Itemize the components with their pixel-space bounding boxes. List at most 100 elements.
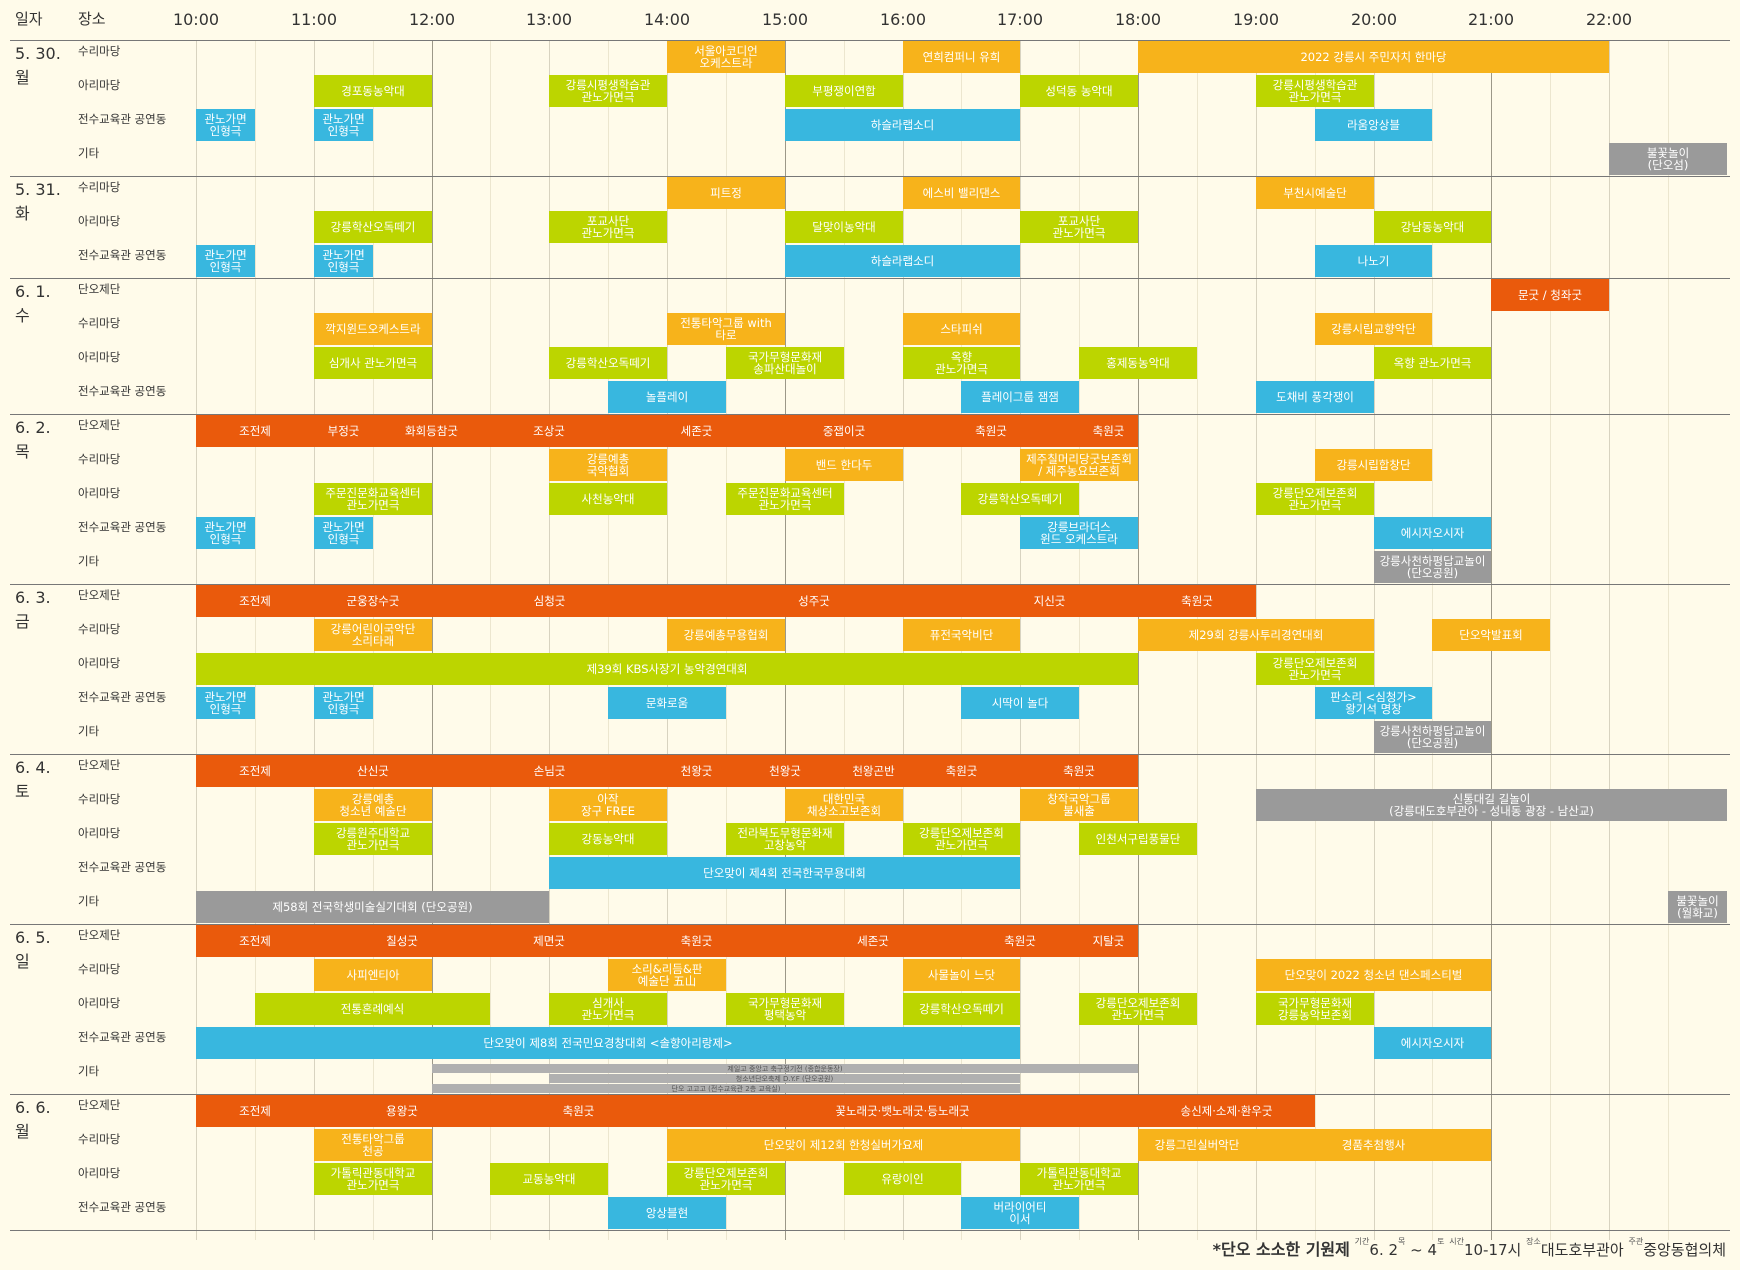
event-block[interactable]: 불꽃놀이 (월화교)	[1668, 891, 1727, 923]
event-block[interactable]: 주문진문화교육센터 관노가면극	[314, 483, 432, 515]
event-strip[interactable]: 단오 고고고 (전수교육관 2층 교육실)	[432, 1084, 1020, 1093]
event-block[interactable]: 성주굿	[667, 585, 961, 617]
event-block[interactable]: 조전제	[196, 585, 314, 617]
event-block[interactable]: 강릉학산오독떼기	[961, 483, 1079, 515]
event-block[interactable]: 제58회 전국학생미술실기대회 (단오공원)	[196, 891, 549, 923]
event-block[interactable]: 관노가면 인형극	[314, 687, 373, 719]
event-block[interactable]: 지탈굿	[1079, 925, 1138, 957]
event-block[interactable]: 제39회 KBS사장기 농악경연대회	[196, 653, 1138, 685]
event-block[interactable]: 창작국악그룹 불새출	[1020, 789, 1138, 821]
event-block[interactable]: 꽃노래굿·뱃노래굿·등노래굿	[667, 1095, 1138, 1127]
event-block[interactable]: 전통혼례예식	[255, 993, 490, 1025]
event-block[interactable]: 축원굿	[1079, 415, 1138, 447]
event-block[interactable]: 라움앙상블	[1315, 109, 1432, 141]
event-block[interactable]: 강릉시평생학습관 관노가면극	[1256, 75, 1374, 107]
event-block[interactable]: 강릉그린실버악단	[1138, 1129, 1256, 1161]
event-block[interactable]: 문화로움	[608, 687, 726, 719]
event-block[interactable]: 연희컴퍼니 유희	[903, 41, 1020, 73]
event-block[interactable]: 관노가면 인형극	[196, 517, 255, 549]
event-block[interactable]: 심청굿	[432, 585, 667, 617]
event-block[interactable]: 에시자오시자	[1374, 1027, 1491, 1059]
event-block[interactable]: 용왕굿	[314, 1095, 490, 1127]
event-block[interactable]: 부정굿	[314, 415, 373, 447]
event-block[interactable]: 달맞이농악대	[785, 211, 903, 243]
event-block[interactable]: 세존굿	[785, 925, 961, 957]
event-block[interactable]: 판소리 <심청가> 왕기석 명창	[1315, 687, 1432, 719]
event-block[interactable]: 축원굿	[961, 925, 1079, 957]
event-block[interactable]: 강릉단오제보존회 관노가면극	[1079, 993, 1197, 1025]
event-block[interactable]: 산신굿	[314, 755, 432, 787]
event-block[interactable]: 단오맞이 제12회 한청실버가요제	[667, 1129, 1020, 1161]
event-block[interactable]: 대한민국 채상소고보존회	[785, 789, 903, 821]
event-block[interactable]: 축원굿	[1020, 755, 1138, 787]
event-block[interactable]: 관노가면 인형극	[196, 245, 255, 277]
event-block[interactable]: 아작 장구 FREE	[549, 789, 667, 821]
event-block[interactable]: 깍지윈드오케스트라	[314, 313, 432, 345]
event-block[interactable]: 국가무형문화재 평택농악	[726, 993, 844, 1025]
event-block[interactable]: 강릉단오제보존회 관노가면극	[1256, 653, 1374, 685]
event-block[interactable]: 지신굿	[961, 585, 1138, 617]
event-block[interactable]: 심개사 관노가면극	[549, 993, 667, 1025]
event-block[interactable]: 칠성굿	[314, 925, 490, 957]
event-block[interactable]: 경포동농악대	[314, 75, 432, 107]
event-block[interactable]: 버라이어티 이서	[961, 1197, 1079, 1229]
event-block[interactable]: 강동농악대	[549, 823, 667, 855]
event-block[interactable]: 주문진문화교육센터 관노가면극	[726, 483, 844, 515]
event-block[interactable]: 강릉단오제보존회 관노가면극	[667, 1163, 785, 1195]
event-block[interactable]: 옥향 관노가면극	[903, 347, 1020, 379]
event-block[interactable]: 송신제·소제·환우굿	[1138, 1095, 1315, 1127]
event-block[interactable]: 하슬라랩소디	[785, 109, 1020, 141]
event-block[interactable]: 손님굿	[432, 755, 667, 787]
event-block[interactable]: 축원굿	[903, 415, 1079, 447]
event-block[interactable]: 강남동농악대	[1374, 211, 1491, 243]
event-block[interactable]: 유랑이인	[844, 1163, 961, 1195]
event-block[interactable]: 옥향 관노가면극	[1374, 347, 1491, 379]
event-block[interactable]: 중잽이굿	[785, 415, 903, 447]
event-block[interactable]: 교동농악대	[490, 1163, 608, 1195]
event-block[interactable]: 강릉단오제보존회 관노가면극	[903, 823, 1020, 855]
event-block[interactable]: 강릉시립교향악단	[1315, 313, 1432, 345]
event-block[interactable]: 단오악발표회	[1432, 619, 1550, 651]
event-block[interactable]: 강릉시평생학습관 관노가면극	[549, 75, 667, 107]
event-block[interactable]: 강릉단오제보존회 관노가면극	[1256, 483, 1374, 515]
event-block[interactable]: 군웅장수굿	[314, 585, 432, 617]
event-block[interactable]: 조전제	[196, 755, 314, 787]
event-strip[interactable]: 청소년단오축제 D.Y.F (단오공원)	[549, 1074, 1020, 1083]
event-block[interactable]: 피트정	[667, 177, 785, 209]
event-block[interactable]: 관노가면 인형극	[196, 109, 255, 141]
event-block[interactable]: 천왕굿	[726, 755, 844, 787]
event-block[interactable]: 제면굿	[490, 925, 608, 957]
event-block[interactable]: 축원굿	[903, 755, 1020, 787]
event-block[interactable]: 불꽃놀이 (단오섬)	[1609, 143, 1727, 175]
event-block[interactable]: 조상굿	[490, 415, 608, 447]
event-block[interactable]: 플레이그룹 잼잼	[961, 381, 1079, 413]
event-block[interactable]: 나노기	[1315, 245, 1432, 277]
event-block[interactable]: 심개사 관노가면극	[314, 347, 432, 379]
event-block[interactable]: 신통대길 길놀이 (강릉대도호부관아 - 성내동 광장 - 남산교)	[1256, 789, 1727, 821]
event-block[interactable]: 강릉학산오독떼기	[314, 211, 432, 243]
event-block[interactable]: 국가무형문화재 송파산대놀이	[726, 347, 844, 379]
event-block[interactable]: 강릉사천하평답교놀이 (단오공원)	[1374, 551, 1491, 583]
event-block[interactable]: 세존굿	[608, 415, 785, 447]
event-block[interactable]: 강릉학산오독떼기	[903, 993, 1020, 1025]
event-block[interactable]: 제29회 강릉사투리경연대회	[1138, 619, 1374, 651]
event-block[interactable]: 축원굿	[1138, 585, 1256, 617]
event-block[interactable]: 조전제	[196, 925, 314, 957]
event-block[interactable]: 단오맞이 2022 청소년 댄스페스티벌	[1256, 959, 1491, 991]
event-block[interactable]: 단오맞이 제4회 전국한국무용대회	[549, 857, 1020, 889]
event-block[interactable]: 제주칠머리당굿보존회 / 제주농요보존회	[1020, 449, 1138, 481]
event-block[interactable]: 사천농악대	[549, 483, 667, 515]
event-block[interactable]: 홍제동농악대	[1079, 347, 1197, 379]
event-block[interactable]: 강릉사천하평답교놀이 (단오공원)	[1374, 721, 1491, 753]
event-block[interactable]: 축원굿	[490, 1095, 667, 1127]
event-block[interactable]: 사피엔티아	[314, 959, 432, 991]
event-block[interactable]: 스타피쉬	[903, 313, 1020, 345]
event-block[interactable]: 관노가면 인형극	[314, 109, 373, 141]
event-block[interactable]: 앙상블현	[608, 1197, 726, 1229]
event-block[interactable]: 강릉예총 청소년 예술단	[314, 789, 432, 821]
event-block[interactable]: 부천시예술단	[1256, 177, 1374, 209]
event-block[interactable]: 경품추첨행사	[1256, 1129, 1491, 1161]
event-strip[interactable]: 제일고 중앙고 축구정기전 (종합운동장)	[432, 1064, 1138, 1073]
event-block[interactable]: 조전제	[196, 415, 314, 447]
event-block[interactable]: 관노가면 인형극	[314, 517, 373, 549]
